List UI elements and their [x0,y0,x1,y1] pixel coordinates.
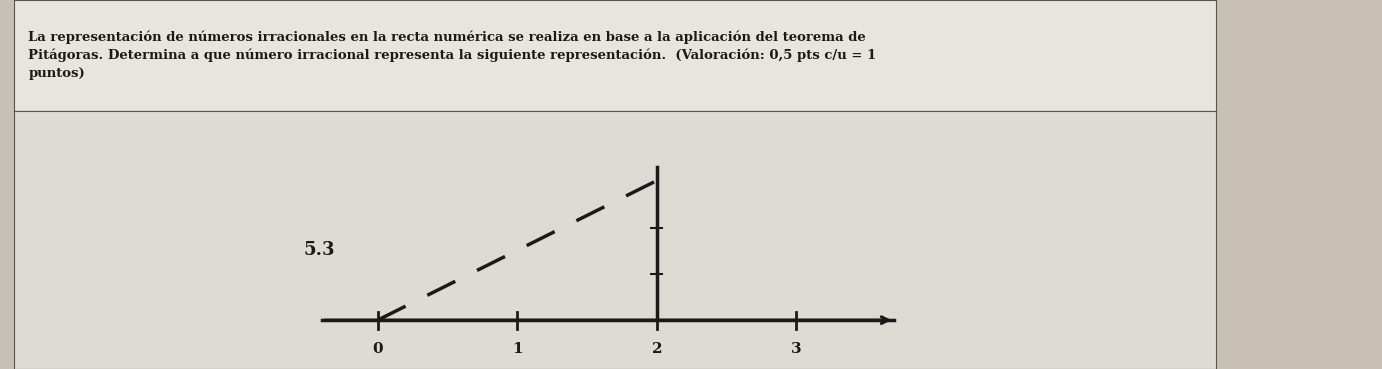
Text: 0: 0 [372,342,383,356]
Text: 3: 3 [791,342,802,356]
Text: 1: 1 [511,342,522,356]
Text: 2: 2 [652,342,662,356]
Text: La representación de números irracionales en la recta numérica se realiza en bas: La representación de números irracionale… [28,30,876,80]
Text: 5.3: 5.3 [304,241,334,259]
